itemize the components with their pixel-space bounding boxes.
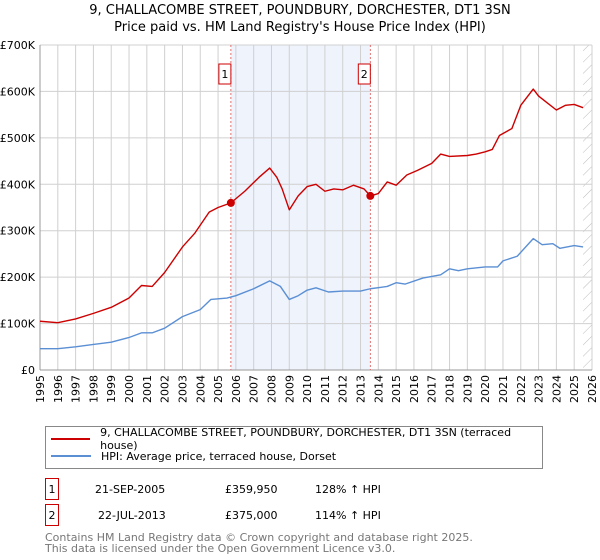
x-tick-label: 2011 [319, 375, 332, 403]
sale-date: 21-SEP-2005 [95, 482, 166, 496]
x-tick-label: 2017 [426, 375, 439, 403]
x-tick-label: 2016 [408, 375, 421, 403]
x-tick-label: 2025 [568, 375, 581, 403]
y-tick-label: £200K [0, 271, 36, 284]
x-tick-label: 2007 [248, 375, 261, 403]
sale-marker-box [357, 63, 371, 85]
sale-price: £375,000 [225, 508, 278, 522]
sale-marker-label: 2 [45, 504, 59, 526]
sale-hpi: 114% ↑ HPI [315, 508, 381, 522]
x-tick-label: 2000 [123, 375, 136, 403]
red-line-swatch [51, 438, 91, 440]
x-tick-label: 2024 [550, 375, 563, 403]
y-tick-label: £700K [0, 39, 36, 52]
title-line: 9, CHALLACOMBE STREET, POUNDBURY, DORCHE… [89, 3, 511, 18]
x-tick-label: 2003 [176, 375, 189, 403]
forecast-hatch [583, 45, 592, 370]
x-tick-label: 2006 [230, 375, 243, 403]
y-tick-label: £300K [0, 225, 36, 238]
x-tick-label: 2001 [141, 375, 154, 403]
footer-line: Contains HM Land Registry data © Crown c… [45, 531, 473, 544]
x-tick-label: 2002 [159, 375, 172, 403]
x-tick-label: 2009 [283, 375, 296, 403]
x-tick-label: 2014 [372, 375, 385, 403]
sale-marker-box [218, 63, 232, 85]
chart-title: 9, CHALLACOMBE STREET, POUNDBURY, DORCHE… [0, 2, 600, 36]
legend-item-hpi: HPI: Average price, terraced house, Dors… [51, 448, 336, 464]
x-tick-label: 2015 [390, 375, 403, 403]
x-tick-label: 2005 [212, 375, 225, 403]
blue-line-swatch [51, 455, 91, 457]
x-tick-label: 2008 [265, 375, 278, 403]
sale-marker-number: 2 [361, 68, 368, 81]
price-chart: 1995 1996 1997 1998 1999 2000 2001 2002 2003 2004… [0, 39, 599, 403]
hpi-line [40, 237, 584, 350]
y-tick-label: £600K [0, 85, 36, 98]
x-tick-label: 1998 [87, 375, 100, 403]
sale-point [226, 198, 235, 207]
x-tick-label: 1995 [34, 375, 47, 403]
footer-line: This data is licensed under the Open Gov… [45, 542, 396, 555]
x-tick-label: 1997 [70, 375, 83, 403]
legend: 9, CHALLACOMBE STREET, POUNDBURY, DORCHE… [45, 426, 543, 469]
x-tick-label: 2026 [586, 375, 599, 403]
x-tick-label: 2019 [461, 375, 474, 403]
y-tick-label: £400K [0, 178, 36, 191]
x-tick-label: 2018 [444, 375, 457, 403]
y-tick-label: £500K [0, 132, 36, 145]
x-tick-label: 2004 [194, 375, 207, 403]
subtitle-line: Price paid vs. HM Land Registry's House … [114, 20, 486, 35]
footer: Contains HM Land Registry data © Crown c… [45, 532, 473, 554]
x-tick-label: 2012 [337, 375, 350, 403]
y-tick-label: £0 [21, 364, 35, 377]
x-tick-label: 1996 [52, 375, 65, 403]
sale-marker-number: 1 [221, 68, 228, 81]
x-tick-label: 2010 [301, 375, 314, 403]
x-tick-label: 2023 [533, 375, 546, 403]
sale-hpi: 128% ↑ HPI [315, 482, 381, 496]
sale-row-1: 1 21-SEP-2005 £359,950 128% ↑ HPI [45, 478, 381, 500]
legend-item-property: 9, CHALLACOMBE STREET, POUNDBURY, DORCHE… [51, 426, 542, 452]
legend-label: 9, CHALLACOMBE STREET, POUNDBURY, DORCHE… [100, 426, 512, 452]
sale-date: 22-JUL-2013 [98, 508, 166, 522]
x-tick-label: 2021 [497, 375, 510, 403]
y-tick-label: £100K [0, 318, 36, 331]
sale-marker-label: 1 [45, 478, 59, 500]
sale-point [366, 191, 375, 200]
x-tick-label: 1999 [105, 375, 118, 403]
x-tick-label: 2022 [515, 375, 528, 403]
legend-label: HPI: Average price, terraced house, Dors… [101, 449, 337, 463]
sale-period-shading [230, 45, 371, 370]
x-tick-label: 2020 [479, 375, 492, 403]
x-tick-label: 2013 [355, 375, 368, 403]
sale-row-2: 2 22-JUL-2013 £375,000 114% ↑ HPI [45, 504, 381, 526]
sale-price: £359,950 [225, 482, 278, 496]
property-price-line [39, 88, 584, 324]
